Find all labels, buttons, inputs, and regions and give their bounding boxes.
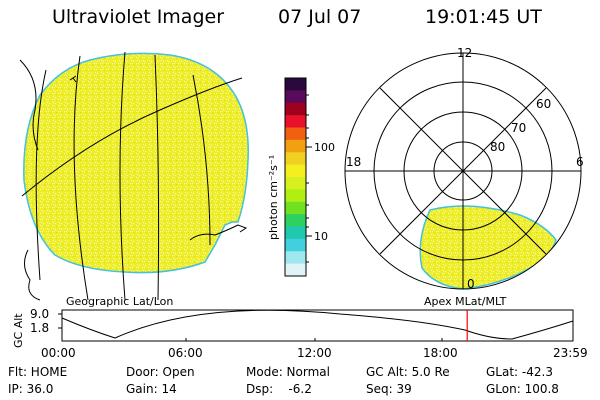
altitude-xtick-0600: 06:00 [168,346,203,360]
colorbar-band [285,90,306,104]
colorbar-band [285,238,306,252]
colorbar-band [285,139,306,153]
geo-panel-label: Geographic Lat/Lon [66,295,174,308]
mlt-label-12: 12 [457,46,473,60]
mlat-label-60: 60 [536,97,552,111]
colorbar-band [285,164,306,178]
colorbar-band [285,201,306,215]
colorbar-frame [284,77,307,277]
colorbar-tick-100: 100 [314,141,335,154]
mlt-label-6: 6 [576,155,584,169]
geo-image [23,52,249,274]
altitude-xtick-2359: 23:59 [553,346,588,360]
status-glon: GLon: 100.8 [486,382,559,396]
colorbar-band [285,263,306,277]
colorbar-unit-label: photon cm⁻²s⁻¹ [267,154,280,240]
apex-image [419,205,557,289]
status-flight: Flt: HOME [8,365,68,379]
colorbar-band [285,78,306,91]
altitude-ytick-1-8: 1.8 [30,321,50,335]
colorbar-ticks [306,94,312,263]
status-gain: Gain: 14 [126,382,177,396]
mlat-label-80: 80 [490,140,506,154]
status-seq: Seq: 39 [366,382,412,396]
colorbar-band [285,226,306,240]
colorbar [285,78,306,277]
date-label: 07 Jul 07 [278,6,362,28]
status-mode: Mode: Normal [246,365,330,379]
apex-panel-label: Apex MLat/MLT [424,295,507,308]
colorbar-band [285,189,306,203]
status-glat: GLat: -42.3 [486,365,553,379]
colorbar-band [285,251,306,265]
status-door: Door: Open [126,365,195,379]
altitude-strip [58,309,574,342]
altitude-ylabel: GC Alt [12,313,25,348]
time-label: 19:01:45 UT [425,6,542,28]
colorbar-band [285,102,306,116]
altitude-xtick-1200: 12:00 [297,346,332,360]
mlat-label-70: 70 [511,121,527,135]
apex-grid [344,52,582,290]
colorbar-band [285,214,306,228]
colorbar-band [285,115,306,129]
colorbar-band [285,177,306,190]
colorbar-band [285,152,306,166]
colorbar-tick-10: 10 [314,230,328,243]
altitude-xtick-1800: 18:00 [423,346,458,360]
geo-grid [19,51,248,301]
altitude-xtick-0000: 00:00 [41,346,76,360]
altitude-ytick-9: 9.0 [30,307,50,321]
mlt-label-0: 0 [467,277,475,291]
status-ip: IP: 36.0 [8,382,54,396]
status-dsp: Dsp: -6.2 [246,382,312,396]
mlt-label-18: 18 [346,155,362,169]
instrument-title: Ultraviolet Imager [52,6,225,28]
colorbar-band [285,127,306,141]
status-gc-alt: GC Alt: 5.0 Re [366,365,450,379]
